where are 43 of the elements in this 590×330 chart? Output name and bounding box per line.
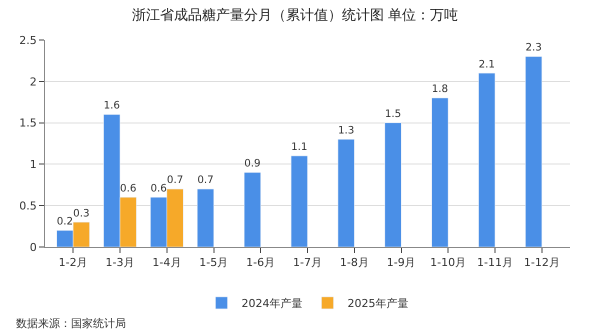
bar <box>384 122 402 247</box>
x-tick-label: 1-12月 <box>524 256 560 270</box>
legend-label: 2025年产量 <box>348 297 408 310</box>
data-label: 1.8 <box>432 83 448 96</box>
bar <box>431 98 448 247</box>
bar <box>244 172 261 247</box>
x-tick-label: 1-3月 <box>106 256 134 270</box>
bar <box>338 139 355 247</box>
data-label: 1.1 <box>291 141 308 154</box>
data-label: 0.6 <box>150 182 167 195</box>
x-tick-label: 1-7月 <box>293 256 322 270</box>
x-tick-label: 1-9月 <box>386 256 416 270</box>
x-tick-label: 1-2月 <box>58 256 88 270</box>
y-tick-label: 0.5 <box>19 199 37 212</box>
data-label: 1.5 <box>384 108 402 120</box>
x-tick-label: 1-8月 <box>340 256 369 270</box>
data-label: 1.3 <box>338 124 354 137</box>
bar <box>478 72 496 247</box>
x-tick-label: 1-6月 <box>246 256 276 270</box>
data-label: 0.9 <box>244 158 261 170</box>
bar <box>525 56 542 247</box>
y-tick-label: 2 <box>30 75 37 88</box>
data-label: 0.2 <box>56 216 74 228</box>
data-label: 2.1 <box>478 58 495 70</box>
y-tick-label: 0 <box>30 240 37 254</box>
data-label: 2.3 <box>525 42 542 54</box>
bar <box>290 156 308 247</box>
data-label: 0.7 <box>197 174 214 186</box>
source-note: 数据来源：国家统计局 <box>16 317 126 330</box>
chart-title: 浙江省成品糖产量分月（累计值）统计图 单位：万吨 <box>132 8 458 24</box>
data-label: 0.3 <box>73 207 90 220</box>
data-label: 0.7 <box>166 174 184 186</box>
x-tick-label: 1-11月 <box>477 256 513 270</box>
x-tick-label: 1-4月 <box>152 256 182 270</box>
y-tick-label: 1.5 <box>19 116 37 130</box>
x-tick-label: 1-5月 <box>199 256 228 270</box>
y-tick-label: 2.5 <box>19 34 37 47</box>
data-label: 1.6 <box>104 100 120 112</box>
bar <box>197 188 214 247</box>
legend-label: 2024年产量 <box>242 297 302 310</box>
y-tick-label: 1 <box>30 158 37 172</box>
x-tick-label: 1-10月 <box>430 256 466 270</box>
data-label: 0.6 <box>120 182 136 195</box>
